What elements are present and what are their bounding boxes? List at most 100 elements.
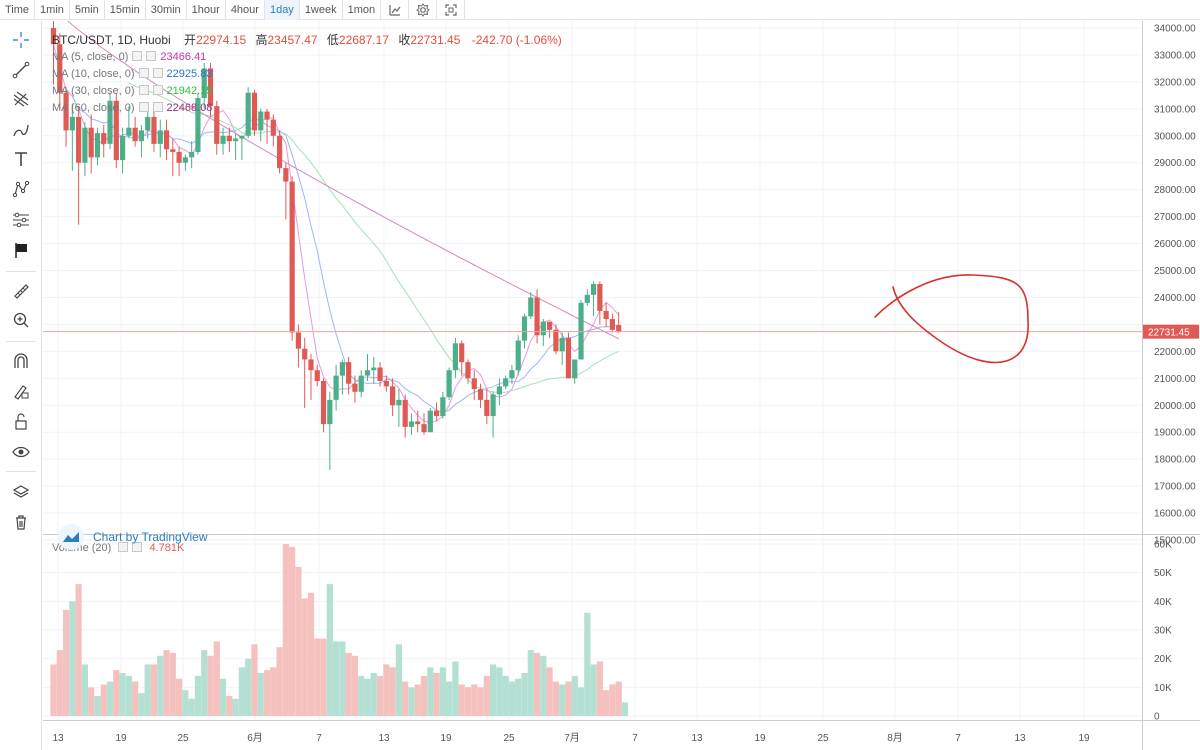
candle <box>465 359 471 384</box>
visibility-icon[interactable] <box>138 85 149 95</box>
interval-1hour[interactable]: 1hour <box>187 0 226 20</box>
line-chart-icon[interactable] <box>381 0 410 20</box>
volume-bar <box>420 675 428 716</box>
pitchfork-icon[interactable] <box>7 86 35 112</box>
candle <box>339 359 345 395</box>
candle-body <box>207 68 214 107</box>
trash-icon[interactable] <box>7 509 35 535</box>
interval-1week[interactable]: 1week <box>300 0 343 20</box>
time-tick-label: 6月 <box>247 732 263 744</box>
volume-bar <box>609 684 616 716</box>
settings-icon[interactable] <box>146 51 157 61</box>
candle-body <box>101 133 107 144</box>
volume-tick-label: 0 <box>1154 712 1160 723</box>
layers-icon[interactable] <box>7 479 35 505</box>
volume-bar <box>596 661 603 716</box>
settings-icon[interactable] <box>409 0 438 20</box>
candle-body <box>333 375 339 400</box>
candle <box>509 364 515 384</box>
close-icon[interactable] <box>132 542 143 552</box>
candle-body <box>295 332 302 349</box>
candle-body <box>396 399 402 406</box>
candle <box>94 127 101 166</box>
zoom-in-icon[interactable] <box>7 307 35 333</box>
candle-body <box>251 92 258 131</box>
price-tick-label: 32000.00 <box>1154 77 1196 88</box>
lock-drawing-icon[interactable] <box>7 378 35 404</box>
candle <box>270 114 276 147</box>
unlock-icon[interactable] <box>7 408 35 434</box>
candle <box>308 354 314 400</box>
volume-bar <box>590 664 597 716</box>
price-chart[interactable]: 22731.45 15000.00 16000.00 17000.00 18000.00… <box>43 21 1200 750</box>
candle <box>327 391 333 470</box>
visibility-icon[interactable] <box>138 68 149 78</box>
interval-1min[interactable]: 1min <box>35 0 70 20</box>
candle-body <box>195 98 201 152</box>
price-tick-label: 16000.00 <box>1154 509 1196 520</box>
interval-1day[interactable]: 1day <box>264 0 300 20</box>
candle-body <box>553 329 559 352</box>
candle <box>258 108 264 142</box>
candle-body <box>528 297 534 317</box>
interval-1mon[interactable]: 1mon <box>343 0 382 20</box>
candle-body <box>233 138 239 142</box>
open-label: 开 <box>184 33 197 47</box>
top-toolbar: Time 1min 5min 15min 30min 1hour 4hour 1day 1wee… <box>0 0 1200 20</box>
candle-body <box>490 394 496 417</box>
volume-bar <box>194 675 202 716</box>
settings-icon[interactable] <box>152 102 163 112</box>
candle <box>201 63 207 109</box>
candle-body <box>270 119 276 136</box>
tradingview-watermark[interactable]: Chart by TradingView <box>58 524 208 550</box>
settings-icon[interactable] <box>152 85 163 95</box>
settings-icon[interactable] <box>152 68 163 78</box>
flag-icon[interactable] <box>7 237 35 263</box>
prediction-icon[interactable] <box>7 206 35 232</box>
toolbar-separator <box>6 271 36 272</box>
candle <box>421 413 427 435</box>
candle-body <box>572 359 578 379</box>
fullscreen-icon[interactable] <box>437 0 466 20</box>
candle <box>427 407 433 433</box>
magnet-icon[interactable] <box>7 348 35 374</box>
candle-body <box>465 362 471 379</box>
visibility-icon[interactable] <box>138 102 149 112</box>
visibility-icon[interactable] <box>132 51 143 61</box>
candle-body <box>452 343 459 371</box>
interval-time[interactable]: Time <box>0 0 36 20</box>
pattern-icon[interactable] <box>7 176 35 202</box>
candle <box>446 367 452 400</box>
candle <box>126 106 132 139</box>
candle <box>415 410 421 433</box>
candle-body <box>201 68 207 99</box>
eye-icon[interactable] <box>7 439 35 465</box>
candle <box>559 332 565 365</box>
volume-bar <box>232 698 239 716</box>
interval-4hour[interactable]: 4hour <box>226 0 265 20</box>
candle-body <box>421 424 427 433</box>
candle <box>578 300 584 360</box>
interval-30min[interactable]: 30min <box>146 0 187 20</box>
candle <box>333 364 339 411</box>
volume-bar <box>113 670 120 716</box>
volume-bar <box>138 693 145 716</box>
open-value: 22974.15 <box>196 33 247 47</box>
candle-body <box>590 284 597 295</box>
brush-icon[interactable] <box>7 117 35 143</box>
text-icon[interactable] <box>7 146 35 172</box>
interval-5min[interactable]: 5min <box>70 0 105 20</box>
candle <box>352 375 358 403</box>
price-tick-label: 27000.00 <box>1154 212 1196 223</box>
ma-legend-value: 21942.15 <box>166 85 213 97</box>
ruler-icon[interactable] <box>7 278 35 304</box>
interval-15min[interactable]: 15min <box>105 0 146 20</box>
candle-body <box>157 130 163 144</box>
crosshair-icon[interactable] <box>7 27 35 53</box>
volume-bar <box>219 678 227 716</box>
candle-body <box>503 378 509 387</box>
trend-line-icon[interactable] <box>7 57 35 83</box>
candle <box>63 87 69 147</box>
settings-icon[interactable] <box>118 542 129 552</box>
candle <box>503 375 509 390</box>
